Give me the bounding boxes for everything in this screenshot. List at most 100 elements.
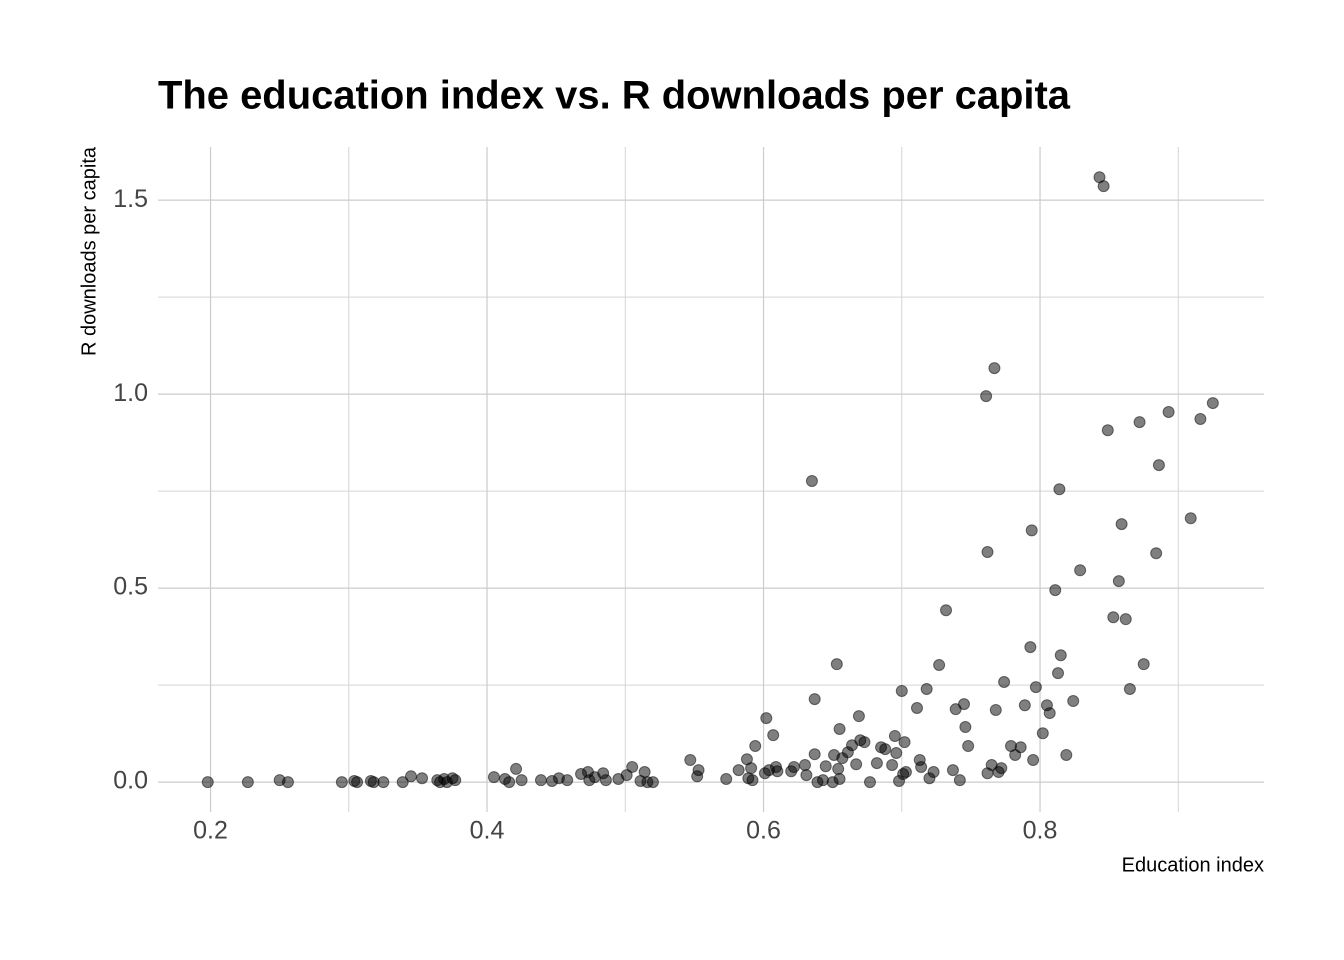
x-tick-label: 0.6 xyxy=(746,817,781,845)
point xyxy=(808,748,821,761)
point xyxy=(832,762,845,775)
point xyxy=(1024,641,1037,654)
point xyxy=(895,684,908,697)
point xyxy=(1152,459,1165,472)
point xyxy=(449,774,462,787)
point xyxy=(335,776,348,789)
point xyxy=(805,475,818,488)
y-tick-label: 1.0 xyxy=(113,379,148,407)
point xyxy=(863,776,876,789)
point xyxy=(898,736,911,749)
point xyxy=(241,776,254,789)
point xyxy=(1194,412,1207,425)
y-tick-label: 1.5 xyxy=(113,185,148,213)
point xyxy=(852,710,865,723)
y-tick-label: 0.0 xyxy=(113,767,148,795)
point xyxy=(201,776,214,789)
point xyxy=(998,676,1011,689)
x-tick-label: 0.2 xyxy=(193,817,228,845)
point xyxy=(1067,695,1080,708)
point xyxy=(981,546,994,559)
point xyxy=(920,683,933,696)
point xyxy=(800,769,813,782)
point xyxy=(816,774,829,787)
point xyxy=(1049,584,1062,597)
point xyxy=(1027,754,1040,767)
point xyxy=(1053,483,1066,496)
point xyxy=(760,712,773,725)
point xyxy=(850,758,863,771)
point xyxy=(959,721,972,734)
point xyxy=(404,770,417,783)
point xyxy=(1150,547,1163,560)
point xyxy=(1036,727,1049,740)
point xyxy=(599,774,612,787)
point xyxy=(1112,575,1125,588)
point xyxy=(626,760,639,773)
point xyxy=(899,766,912,779)
point xyxy=(946,764,959,777)
point xyxy=(980,390,993,403)
point xyxy=(915,760,928,773)
point xyxy=(1029,681,1042,694)
point xyxy=(1206,397,1219,410)
point xyxy=(830,658,843,671)
point xyxy=(1162,405,1175,418)
point xyxy=(858,736,871,749)
x-tick-label: 0.8 xyxy=(1023,817,1058,845)
point xyxy=(888,729,901,742)
point xyxy=(720,773,733,786)
point xyxy=(487,771,500,784)
point xyxy=(940,604,953,617)
point xyxy=(1101,424,1114,437)
point xyxy=(351,776,364,789)
point xyxy=(957,698,970,711)
point xyxy=(819,760,832,773)
point xyxy=(638,766,651,779)
point xyxy=(879,743,892,756)
point xyxy=(281,776,294,789)
point xyxy=(833,722,846,735)
point xyxy=(808,693,821,706)
point xyxy=(1014,741,1027,754)
point xyxy=(1123,683,1136,696)
point xyxy=(910,702,923,715)
point xyxy=(1043,707,1056,720)
point xyxy=(1133,416,1146,429)
point xyxy=(962,740,975,753)
point xyxy=(732,764,745,777)
point xyxy=(953,774,966,787)
x-tick-label: 0.4 xyxy=(470,817,505,845)
point xyxy=(396,776,409,789)
chart-title: The education index vs. R downloads per … xyxy=(158,74,1071,118)
point xyxy=(988,362,1001,375)
point xyxy=(870,757,883,770)
point xyxy=(767,729,780,742)
point xyxy=(1025,524,1038,537)
point xyxy=(503,776,516,789)
point xyxy=(746,774,759,787)
point xyxy=(1137,658,1150,671)
point xyxy=(1119,613,1132,626)
point xyxy=(684,754,697,767)
point xyxy=(620,769,633,782)
point xyxy=(787,760,800,773)
y-axis-label: R downloads per capita xyxy=(78,146,100,356)
point xyxy=(416,772,429,785)
point xyxy=(691,770,704,783)
point xyxy=(890,747,903,760)
point xyxy=(1074,564,1087,577)
point xyxy=(1018,699,1031,712)
point xyxy=(1052,667,1065,680)
point xyxy=(933,658,946,671)
point xyxy=(1107,611,1120,624)
point xyxy=(745,762,758,775)
point xyxy=(646,776,659,789)
point xyxy=(833,773,846,786)
point xyxy=(886,759,899,772)
point xyxy=(1054,649,1067,662)
point xyxy=(1097,180,1110,193)
point xyxy=(561,774,574,787)
point xyxy=(534,774,547,787)
